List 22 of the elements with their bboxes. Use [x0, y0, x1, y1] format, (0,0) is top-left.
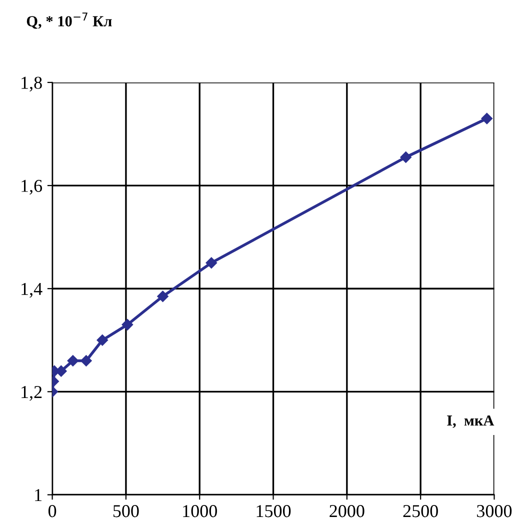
x-tick-label: 1000 — [183, 505, 217, 518]
x-tick-label: 500 — [113, 505, 139, 518]
point — [157, 290, 168, 302]
y-tick-label: 1,8 — [22, 76, 42, 92]
x-tick-label: 1500 — [256, 505, 291, 518]
y-tick-label: 1,2 — [22, 386, 42, 401]
point — [206, 257, 218, 268]
point — [67, 355, 79, 366]
y-tick-label: 1,4 — [22, 282, 42, 298]
point — [481, 112, 492, 124]
y-tick-label: 1 — [35, 489, 42, 502]
x-tick-label: 3000 — [477, 505, 512, 518]
x-tick-label: 0 — [48, 505, 56, 518]
y-axis-title: Q, * 10$^{−7}$ Кл — [26, 12, 112, 29]
x-tick-label: 2500 — [403, 505, 438, 518]
point — [96, 334, 108, 346]
y-tick-label: 1,6 — [22, 180, 42, 195]
point — [80, 355, 92, 366]
point — [400, 152, 412, 163]
point — [122, 319, 134, 330]
x-axis-title: I, мкА — [447, 415, 494, 428]
x-tick-label: 2000 — [330, 505, 364, 518]
